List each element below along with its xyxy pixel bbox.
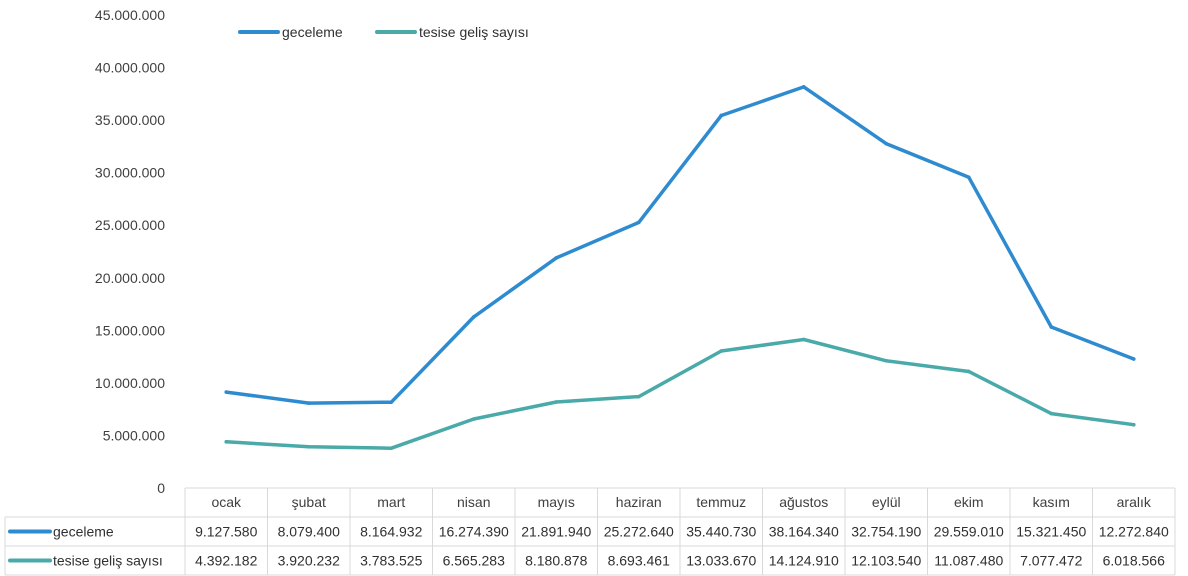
table-cell-value: 6.565.283 (443, 553, 505, 569)
table-cell-value: 21.891.940 (521, 524, 591, 540)
y-tick-label: 40.000.000 (95, 60, 165, 76)
table-cell-value: 4.392.182 (195, 553, 257, 569)
series-lines (224, 85, 1136, 451)
x-category-label: ekim (954, 494, 984, 510)
data-point (306, 401, 311, 405)
data-point (719, 113, 724, 118)
table-cell-value: 6.018.566 (1103, 553, 1165, 569)
x-category-label: aralık (1117, 494, 1152, 510)
data-point (554, 400, 559, 404)
data-point (471, 417, 476, 421)
table-cell-value: 35.440.730 (686, 524, 756, 540)
y-tick-label: 30.000.000 (95, 165, 165, 181)
x-category-label: nisan (457, 494, 490, 510)
table-cell-value: 12.103.540 (851, 553, 921, 569)
y-tick-label: 45.000.000 (95, 7, 165, 23)
x-category-label: kasım (1033, 494, 1070, 510)
legend: geceleme tesise geliş sayısı (238, 24, 529, 40)
legend-label: geceleme (282, 24, 343, 40)
data-point (636, 394, 641, 399)
legend-label: tesise geliş sayısı (419, 24, 529, 40)
table-cell-value: 8.180.878 (525, 553, 587, 569)
data-point (801, 85, 806, 89)
data-point (224, 390, 229, 394)
table-cell-value: 25.272.640 (604, 524, 674, 540)
data-point (224, 440, 229, 444)
table-cell-value: 7.077.472 (1020, 553, 1082, 569)
data-point (1049, 325, 1054, 329)
series-line (224, 85, 1136, 405)
x-category-label: haziran (616, 494, 662, 510)
table-row-label: geceleme (53, 524, 114, 540)
data-point (884, 358, 889, 363)
data-point (1049, 411, 1054, 416)
table-cell-value: 8.079.400 (278, 524, 340, 540)
y-tick-label: 20.000.000 (95, 270, 165, 286)
data-point (884, 141, 889, 146)
x-category-label: ağustos (779, 494, 828, 510)
x-category-label: temmuz (696, 494, 746, 510)
data-point (636, 220, 641, 225)
x-category-label: şubat (292, 494, 326, 510)
y-tick-label: 25.000.000 (95, 217, 165, 233)
data-point (966, 369, 971, 374)
x-category-label: mart (377, 494, 405, 510)
data-point (719, 349, 724, 353)
data-point (554, 256, 559, 260)
table-cell-value: 3.920.232 (278, 553, 340, 569)
data-table: ocak şubat mart nisan mayıs haziran temmuz ağus… (4, 487, 1176, 576)
table-cell-value: 14.124.910 (769, 553, 839, 569)
table-cell-value: 11.087.480 (934, 553, 1003, 569)
data-point (966, 175, 971, 180)
x-category-label: ocak (211, 494, 242, 510)
table-cell-value: 13.033.670 (686, 553, 756, 569)
data-point (306, 444, 311, 449)
table-cell-value: 12.272.840 (1099, 524, 1169, 540)
x-category-label: eylül (872, 494, 901, 510)
series-line (224, 337, 1136, 450)
data-point (801, 337, 806, 342)
y-tick-label: 0 (157, 480, 165, 496)
table-cell-value: 8.693.461 (608, 553, 670, 569)
table-cell-value: 9.127.580 (195, 524, 257, 540)
data-point (389, 400, 394, 404)
data-point (1131, 422, 1136, 427)
y-tick-label: 5.000.000 (103, 427, 165, 443)
data-point (471, 315, 476, 319)
table-cell-value: 29.559.010 (934, 524, 1004, 540)
table-row-label: tesise geliş sayısı (53, 553, 163, 569)
table-cell-value: 8.164.932 (360, 524, 422, 540)
y-tick-label: 10.000.000 (95, 375, 165, 391)
table-cell-value: 32.754.190 (851, 524, 921, 540)
table-cell-value: 16.274.390 (439, 524, 509, 540)
table-cell-value: 3.783.525 (360, 553, 422, 569)
y-tick-label: 15.000.000 (95, 322, 165, 338)
data-point (1131, 357, 1136, 361)
table-cell-value: 15.321.450 (1016, 524, 1086, 540)
y-axis: 0 5.000.000 10.000.000 15.000.000 20.000.000… (95, 7, 165, 496)
data-point (389, 446, 394, 451)
y-tick-label: 35.000.000 (95, 112, 165, 128)
table-cell-value: 38.164.340 (769, 524, 839, 540)
x-category-label: mayıs (538, 494, 575, 510)
